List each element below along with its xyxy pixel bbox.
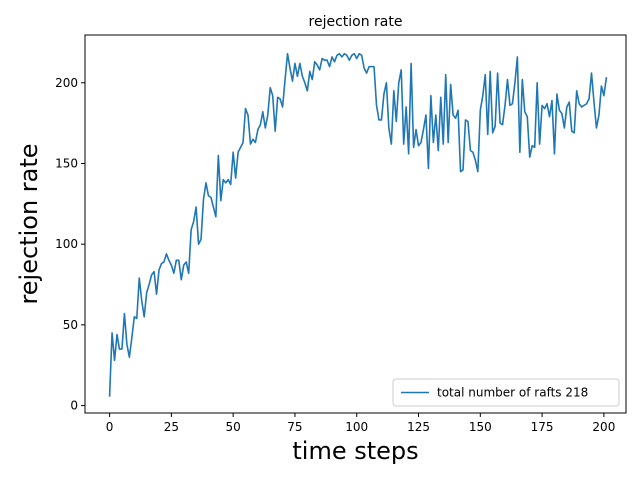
x-tick-label: 50 <box>226 420 241 434</box>
y-tick-label: 100 <box>55 237 78 251</box>
y-axis: 0 50 100 150 200 <box>55 76 85 413</box>
y-tick-label: 150 <box>55 156 78 170</box>
y-tick-label: 0 <box>70 399 78 413</box>
legend: total number of rafts 218 <box>392 378 620 407</box>
y-tick-label: 200 <box>55 76 78 90</box>
x-tick-label: 150 <box>469 420 492 434</box>
series-line <box>108 52 608 397</box>
x-tick-label: 125 <box>407 420 430 434</box>
x-axis: 0 25 50 75 100 125 150 175 200 <box>106 413 615 434</box>
legend-label: total number of rafts 218 <box>437 386 588 400</box>
x-axis-label: time steps <box>292 437 418 465</box>
plot-area-frame <box>84 34 627 414</box>
x-tick-label: 175 <box>531 420 554 434</box>
y-tick-label: 50 <box>63 318 78 332</box>
x-tick-label: 200 <box>592 420 615 434</box>
x-tick-label: 25 <box>164 420 179 434</box>
x-tick-label: 75 <box>287 420 302 434</box>
x-tick-label: 100 <box>345 420 368 434</box>
chart-title: rejection rate <box>309 14 403 30</box>
legend-box <box>392 378 620 407</box>
x-tick-label: 0 <box>106 420 114 434</box>
y-axis-label: rejection rate <box>15 143 43 304</box>
